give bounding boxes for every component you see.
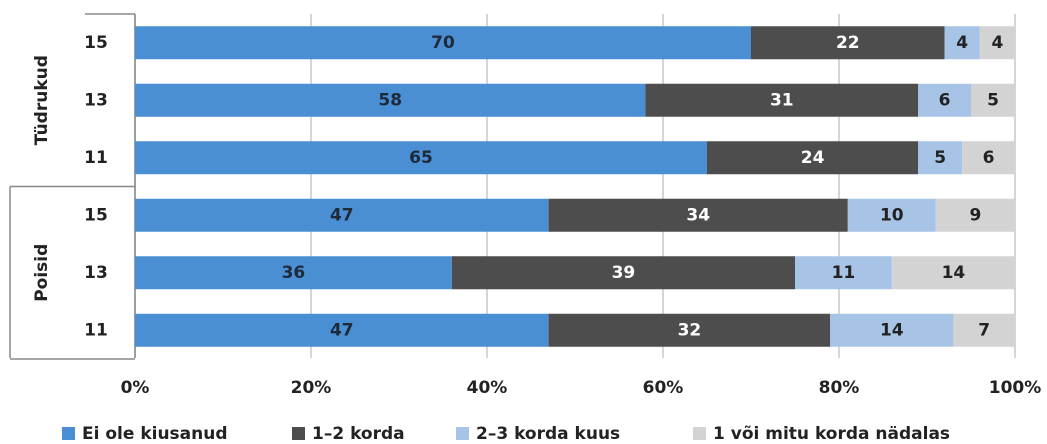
bar-segment: [979, 26, 1015, 60]
data-label: 34: [686, 205, 710, 225]
y-tick-label: 11: [84, 148, 108, 168]
bar-segment: [751, 26, 945, 60]
legend-swatch: [292, 427, 305, 440]
legend-label: 1 või mitu korda nädalas: [713, 424, 950, 444]
data-label: 47: [330, 320, 354, 340]
bar-segment: [795, 256, 892, 290]
group-label: Tüdrukud: [32, 55, 52, 145]
legend-swatch: [62, 427, 75, 440]
bar-segment: [918, 141, 963, 175]
bar-segment: [847, 198, 936, 232]
data-label: 14: [880, 320, 904, 340]
x-tick-label: 0%: [121, 378, 150, 398]
bar-segment: [451, 256, 795, 290]
data-label: 58: [378, 90, 402, 110]
data-label: 39: [612, 263, 636, 283]
data-label: 14: [942, 263, 966, 283]
data-label: 11: [832, 263, 856, 283]
data-label: 5: [987, 90, 999, 110]
data-label: 10: [880, 205, 904, 225]
x-tick-label: 80%: [819, 378, 860, 398]
y-tick-label: 11: [84, 320, 108, 340]
legend-label: Ei ole kiusanud: [82, 424, 228, 444]
legend-swatch: [456, 427, 469, 440]
data-label: 4: [991, 33, 1003, 53]
data-label: 47: [330, 205, 354, 225]
group-label: Poisid: [32, 244, 52, 302]
data-label: 5: [934, 148, 946, 168]
x-tick-label: 20%: [291, 378, 332, 398]
legend-label: 1–2 korda: [312, 424, 405, 444]
data-label: 24: [801, 148, 825, 168]
x-tick-label: 60%: [643, 378, 684, 398]
data-label: 9: [969, 205, 981, 225]
bar-segment: [135, 141, 707, 175]
bar-segment: [135, 26, 751, 60]
bar-segment: [891, 256, 1015, 290]
data-label: 32: [678, 320, 702, 340]
bar-segment: [135, 313, 549, 347]
x-tick-label: 100%: [989, 378, 1042, 398]
data-label: 6: [983, 148, 995, 168]
bar-segment: [962, 141, 1015, 175]
bar-segment: [918, 83, 971, 117]
bar-segment: [135, 198, 549, 232]
data-label: 4: [956, 33, 968, 53]
bar-segment: [135, 83, 646, 117]
bar-segment: [953, 313, 1015, 347]
bar-segment: [971, 83, 1015, 117]
data-label: 22: [836, 33, 860, 53]
x-tick-label: 40%: [467, 378, 508, 398]
data-label: 70: [431, 33, 455, 53]
y-tick-label: 15: [84, 205, 108, 225]
bar-segment: [830, 313, 954, 347]
y-tick-label: 13: [84, 263, 108, 283]
legend-swatch: [693, 427, 706, 440]
y-tick-label: 13: [84, 90, 108, 110]
bar-segment: [548, 313, 831, 347]
bar-segment: [935, 198, 1015, 232]
legend-label: 2–3 korda kuus: [476, 424, 620, 444]
data-label: 36: [282, 263, 306, 283]
y-tick-label: 15: [84, 33, 108, 53]
bar-segment: [548, 198, 848, 232]
data-label: 31: [770, 90, 794, 110]
bar-segment: [135, 256, 452, 290]
data-label: 65: [409, 148, 433, 168]
data-label: 7: [978, 320, 990, 340]
bar-segment: [707, 141, 919, 175]
bar-segment: [645, 83, 919, 117]
bar-segment: [944, 26, 980, 60]
data-label: 6: [939, 90, 951, 110]
